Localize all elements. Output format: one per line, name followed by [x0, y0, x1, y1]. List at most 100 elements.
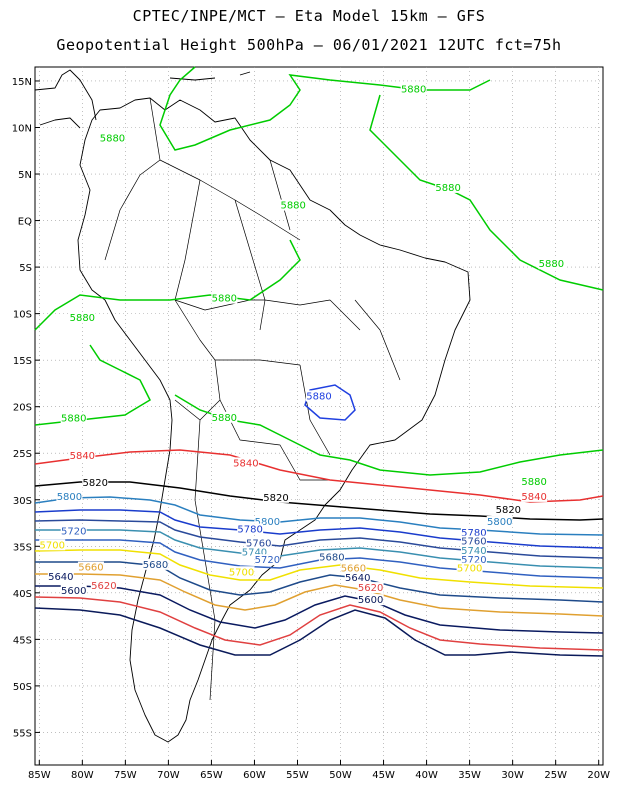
contour-label: 5880	[306, 391, 331, 402]
lat-tick-label: 35S	[13, 542, 32, 553]
lat-tick-label: 50S	[13, 682, 32, 693]
contour-label-background	[538, 258, 565, 270]
contour-label-background	[237, 523, 264, 535]
lat-tick-label: 30S	[13, 496, 32, 507]
axis-ticks: 85W 80W 75W 70W 65W 60W 55W 50W 45W 40W 35W 30W 25W 2…	[12, 77, 610, 781]
contour-label: 5880	[401, 84, 426, 95]
contour-label: 5880	[61, 414, 86, 425]
map-frame	[34, 66, 604, 766]
contour-label: 5820	[263, 493, 288, 504]
contour-label-background	[357, 594, 384, 606]
central-america-coastline	[34, 69, 97, 129]
contour-label-background	[521, 476, 548, 488]
contour-label: 5600	[61, 586, 86, 597]
lat-tick-label: 5S	[19, 263, 32, 274]
contour-5660	[35, 573, 604, 617]
contour-label-background	[211, 411, 238, 423]
contour-label: 5620	[358, 583, 383, 594]
contour-label: 5720	[61, 526, 86, 537]
contour-label-background	[254, 516, 281, 528]
map-subtitle: Geopotential Height 500hPa – 06/01/2021 …	[56, 36, 562, 54]
contour-label: 5660	[78, 563, 103, 574]
contour-label-background	[60, 525, 87, 537]
contour-label-background	[400, 83, 427, 95]
contour-5880-cell	[304, 384, 356, 421]
contour-label: 5880	[100, 134, 125, 145]
caribbean-islands	[169, 71, 251, 81]
contour-label: 5640	[48, 572, 73, 583]
map-title: CPTEC/INPE/MCT – Eta Model 15km – GFS	[132, 7, 486, 25]
contour-label: 5880	[212, 294, 237, 305]
contour-label-background	[245, 537, 272, 549]
contour-label: 5620	[91, 581, 116, 592]
contour-label: 5700	[39, 540, 64, 551]
lat-tick-label: EQ	[18, 217, 32, 228]
contour-label: 5880	[521, 477, 546, 488]
contour-labels: 5880 5880 5880 5880 5880 5880 5880 5880 5880 5880…	[39, 83, 565, 606]
contour-label: 5820	[496, 505, 521, 516]
contour-label: 5880	[280, 201, 305, 212]
contour-label-background	[56, 490, 83, 502]
contour-label-background	[435, 181, 462, 193]
contour-label-background	[318, 551, 345, 563]
contour-label-background	[69, 312, 96, 324]
contour-label: 5840	[70, 451, 95, 462]
contour-label: 5640	[345, 573, 370, 584]
contour-label: 5700	[229, 567, 254, 578]
contour-label: 5840	[233, 458, 258, 469]
contour-label: 5840	[521, 492, 546, 503]
contour-label: 5880	[212, 413, 237, 424]
lat-tick-label: 10S	[13, 310, 32, 321]
contour-label-background	[99, 132, 126, 144]
lon-tick-label: 60W	[243, 770, 266, 781]
contour-label-background	[241, 546, 268, 558]
country-borders	[104, 97, 401, 701]
lat-tick-label: 25S	[13, 449, 32, 460]
contour-label: 5800	[487, 517, 512, 528]
contour-5880-north	[159, 66, 604, 291]
contour-label: 5720	[255, 555, 280, 566]
contour-label: 5820	[83, 478, 108, 489]
contour-label: 5780	[237, 524, 262, 535]
contour-label-background	[357, 582, 384, 594]
contour-label-background	[47, 570, 74, 582]
contour-5820	[34, 481, 604, 521]
lat-tick-label: 40S	[13, 589, 32, 600]
lon-tick-label: 50W	[329, 770, 352, 781]
lon-tick-label: 65W	[200, 770, 223, 781]
contour-5600	[34, 607, 604, 657]
contour-label: 5800	[57, 492, 82, 503]
coastline-layer	[34, 69, 471, 743]
contour-label: 5780	[461, 528, 486, 539]
contour-label: 5720	[461, 555, 486, 566]
lon-tick-label: 55W	[286, 770, 309, 781]
contour-label-background	[82, 476, 109, 488]
lon-tick-label: 85W	[28, 770, 51, 781]
contour-label: 5880	[70, 313, 95, 324]
contour-label: 5740	[461, 546, 486, 557]
lon-tick-label: 25W	[544, 770, 567, 781]
contour-label-background	[69, 449, 96, 461]
contour-5680	[35, 561, 604, 603]
lon-tick-label: 75W	[114, 770, 137, 781]
contour-5640	[35, 585, 604, 634]
contour-label-background	[460, 527, 487, 539]
contour-label-background	[460, 554, 487, 566]
lat-tick-label: 15S	[13, 356, 32, 367]
contour-label-background	[340, 562, 367, 574]
lat-tick-label: 20S	[13, 403, 32, 414]
lat-lon-grid	[35, 67, 603, 765]
contour-label-background	[306, 390, 332, 402]
south-america-coastline	[77, 97, 471, 743]
lon-tick-label: 80W	[71, 770, 94, 781]
contour-label: 5760	[246, 538, 271, 549]
contour-label-background	[456, 562, 483, 574]
lon-tick-label: 45W	[372, 770, 395, 781]
contour-5700	[34, 549, 604, 589]
contour-5620	[34, 596, 604, 651]
lat-tick-label: 55S	[13, 728, 32, 739]
contour-label: 5760	[461, 537, 486, 548]
contour-label-background	[280, 199, 307, 211]
contour-label: 5740	[242, 548, 267, 559]
